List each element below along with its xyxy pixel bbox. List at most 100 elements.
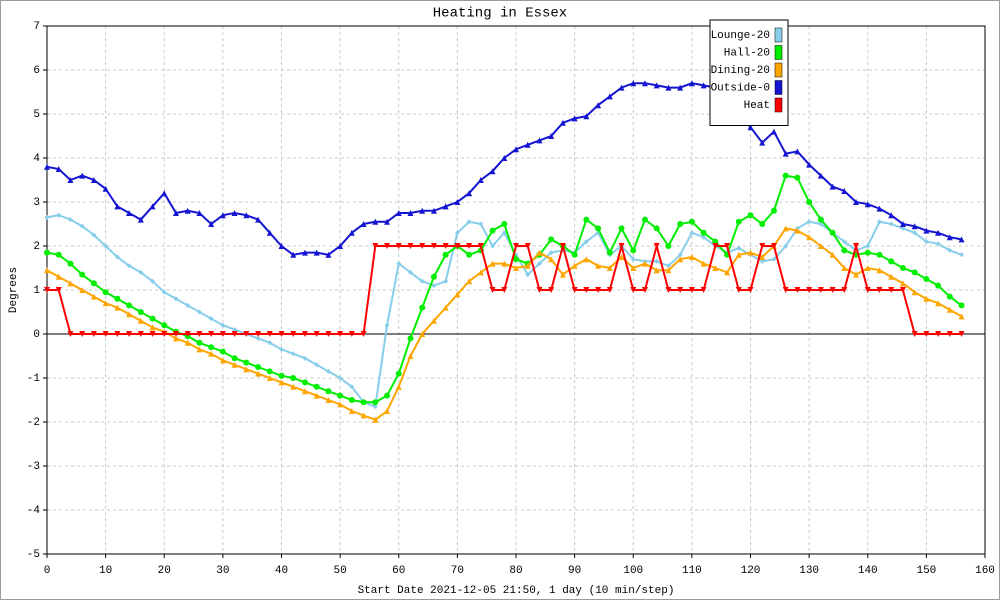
- marker: [442, 304, 449, 311]
- y-tick-label: -4: [27, 505, 41, 517]
- marker: [524, 243, 531, 249]
- marker: [489, 227, 496, 234]
- marker: [290, 331, 297, 337]
- marker: [689, 230, 695, 236]
- marker: [384, 243, 391, 249]
- marker: [536, 287, 543, 293]
- marker: [806, 219, 812, 225]
- marker: [90, 280, 97, 287]
- marker: [829, 251, 836, 258]
- marker: [806, 199, 813, 205]
- marker: [91, 232, 97, 238]
- marker: [325, 388, 332, 395]
- marker: [196, 309, 202, 315]
- marker: [313, 249, 320, 256]
- marker: [947, 247, 953, 253]
- x-tick-label: 160: [975, 565, 995, 577]
- marker: [79, 172, 86, 179]
- marker: [325, 397, 332, 403]
- marker: [490, 243, 496, 249]
- marker: [654, 258, 660, 264]
- marker: [454, 230, 460, 236]
- marker: [595, 287, 602, 293]
- marker: [102, 289, 109, 296]
- marker: [747, 124, 754, 131]
- marker: [501, 155, 508, 161]
- marker: [700, 229, 707, 236]
- marker: [677, 84, 684, 91]
- marker: [700, 287, 707, 293]
- marker: [700, 260, 707, 267]
- marker: [630, 80, 637, 87]
- x-tick-label: 100: [623, 565, 643, 577]
- marker: [888, 287, 895, 293]
- marker: [172, 210, 179, 216]
- marker: [372, 416, 379, 423]
- marker: [208, 344, 215, 351]
- marker: [430, 207, 437, 214]
- marker: [243, 331, 250, 337]
- legend-swatch: [774, 45, 783, 60]
- y-tick-label: 2: [33, 241, 40, 253]
- marker: [208, 350, 215, 357]
- marker: [958, 236, 965, 243]
- marker: [102, 300, 109, 307]
- marker: [208, 316, 214, 322]
- marker: [102, 185, 109, 192]
- marker: [231, 331, 238, 337]
- marker: [548, 287, 555, 293]
- marker: [876, 251, 883, 258]
- marker: [114, 203, 121, 210]
- marker: [864, 265, 871, 271]
- marker: [829, 229, 836, 236]
- marker: [55, 287, 62, 293]
- marker: [783, 243, 789, 249]
- marker: [935, 229, 942, 236]
- marker: [208, 331, 215, 337]
- marker: [513, 265, 519, 271]
- marker: [442, 243, 449, 249]
- marker: [700, 82, 707, 89]
- marker: [137, 216, 144, 223]
- marker: [829, 183, 836, 190]
- marker: [735, 218, 742, 225]
- marker: [114, 254, 120, 260]
- legend-label: Outside-0: [711, 82, 770, 94]
- x-tick-label: 60: [392, 565, 405, 577]
- marker: [583, 239, 589, 245]
- marker: [208, 221, 215, 227]
- marker: [806, 161, 813, 168]
- marker: [501, 260, 508, 267]
- marker: [419, 243, 426, 249]
- marker: [571, 251, 578, 258]
- marker: [935, 282, 942, 289]
- marker: [794, 287, 801, 293]
- marker: [606, 249, 613, 256]
- marker: [430, 273, 437, 280]
- marker: [536, 137, 543, 144]
- legend-label: Hall-20: [724, 47, 770, 59]
- marker: [114, 331, 121, 337]
- marker: [536, 261, 542, 267]
- marker: [44, 163, 50, 170]
- marker: [759, 221, 766, 227]
- marker: [419, 207, 426, 214]
- marker: [524, 262, 531, 269]
- marker: [337, 375, 343, 381]
- marker: [419, 304, 426, 311]
- marker: [630, 265, 637, 271]
- marker: [770, 207, 777, 214]
- y-tick-label: -5: [27, 549, 40, 561]
- marker: [489, 287, 496, 293]
- x-tick-label: 150: [916, 565, 936, 577]
- x-tick-label: 10: [99, 565, 112, 577]
- marker: [360, 412, 367, 419]
- marker: [231, 355, 238, 362]
- marker: [630, 247, 637, 254]
- marker: [899, 287, 906, 293]
- marker: [126, 263, 132, 269]
- marker: [443, 278, 449, 284]
- marker: [618, 225, 625, 232]
- marker: [477, 177, 484, 183]
- marker: [900, 225, 906, 231]
